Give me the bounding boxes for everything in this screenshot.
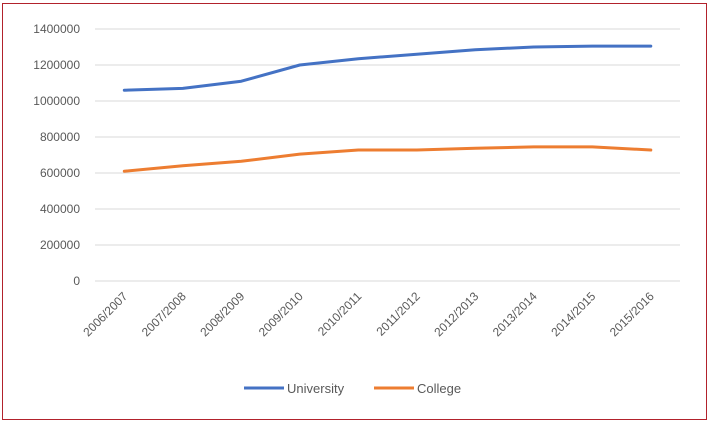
x-tick-label: 2009/2010: [256, 289, 306, 339]
y-tick-label: 1200000: [33, 58, 80, 72]
y-tick-label: 600000: [40, 166, 80, 180]
series-line-university: [122, 44, 653, 92]
series-lines: [122, 44, 653, 173]
y-tick-label: 1000000: [33, 94, 80, 108]
chart-frame: [2, 3, 707, 420]
x-axis-ticks: 2006/2007 2007/2008 2008/2009 2009/2010 2010…: [80, 289, 657, 339]
x-tick-label: 2011/2012: [373, 289, 423, 339]
x-tick-label: 2015/2016: [607, 289, 657, 339]
x-tick-label: 2010/2011: [315, 289, 365, 339]
y-tick-label: 200000: [40, 238, 80, 252]
y-tick-label: 0: [73, 274, 80, 288]
y-tick-label: 1400000: [33, 22, 80, 36]
legend: University College: [244, 381, 461, 396]
x-tick-label: 2012/2013: [431, 289, 481, 339]
y-axis-ticks: 0 200000 400000 600000 800000 1000000 1200000 1…: [33, 22, 80, 288]
x-tick-label: 2007/2008: [139, 289, 189, 339]
x-tick-label: 2013/2014: [490, 289, 540, 339]
x-tick-label: 2014/2015: [548, 289, 598, 339]
gridlines: [95, 28, 680, 282]
series-line-college: [122, 145, 653, 173]
legend-label: College: [417, 381, 461, 396]
x-tick-label: 2006/2007: [80, 289, 130, 339]
y-tick-label: 400000: [40, 202, 80, 216]
x-tick-label: 2008/2009: [197, 289, 247, 339]
legend-label: University: [287, 381, 345, 396]
y-tick-label: 800000: [40, 130, 80, 144]
